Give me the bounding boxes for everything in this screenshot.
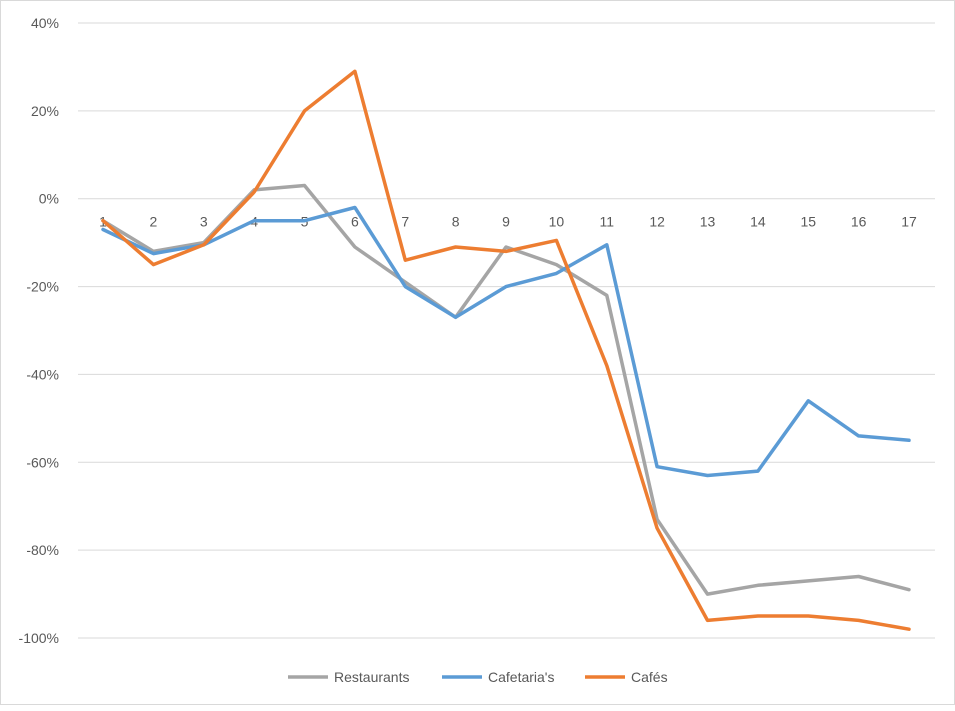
y-tick-label: 20% <box>31 103 59 119</box>
y-tick-label: -100% <box>19 630 59 646</box>
x-tick-label: 7 <box>401 214 409 230</box>
y-tick-label: -60% <box>26 454 59 470</box>
x-tick-label: 10 <box>549 214 565 230</box>
x-tick-label: 6 <box>351 214 359 230</box>
y-tick-label: -80% <box>26 542 59 558</box>
series-line-2 <box>101 69 911 631</box>
x-tick-label: 13 <box>700 214 716 230</box>
series-line-1 <box>101 205 911 478</box>
series-lines <box>101 69 911 631</box>
y-tick-label: 0% <box>39 191 59 207</box>
legend-label-2: Cafés <box>631 669 668 685</box>
y-axis-tick-labels: 40% 20% 0% -20% -40% -60% -80% -100% <box>19 15 59 646</box>
gridlines <box>78 22 935 639</box>
y-tick-label: 40% <box>31 15 59 31</box>
x-tick-label: 16 <box>851 214 867 230</box>
x-tick-label: 8 <box>452 214 460 230</box>
legend-label-1: Cafetaria's <box>488 669 554 685</box>
x-tick-label: 17 <box>901 214 917 230</box>
legend: Restaurants Cafetaria's Cafés <box>288 669 668 685</box>
series-line-0 <box>101 183 911 596</box>
y-tick-label: -40% <box>26 366 59 382</box>
x-tick-label: 12 <box>649 214 665 230</box>
x-tick-label: 11 <box>599 214 614 230</box>
x-tick-label: 9 <box>502 214 510 230</box>
x-axis-tick-labels: 1 2 3 4 5 6 7 8 9 10 11 12 13 14 15 16 17 <box>99 214 917 230</box>
y-tick-label: -20% <box>26 279 59 295</box>
x-tick-label: 2 <box>149 214 157 230</box>
x-tick-label: 15 <box>800 214 816 230</box>
x-tick-label: 3 <box>200 214 208 230</box>
x-tick-label: 14 <box>750 214 766 230</box>
legend-label-0: Restaurants <box>334 669 409 685</box>
